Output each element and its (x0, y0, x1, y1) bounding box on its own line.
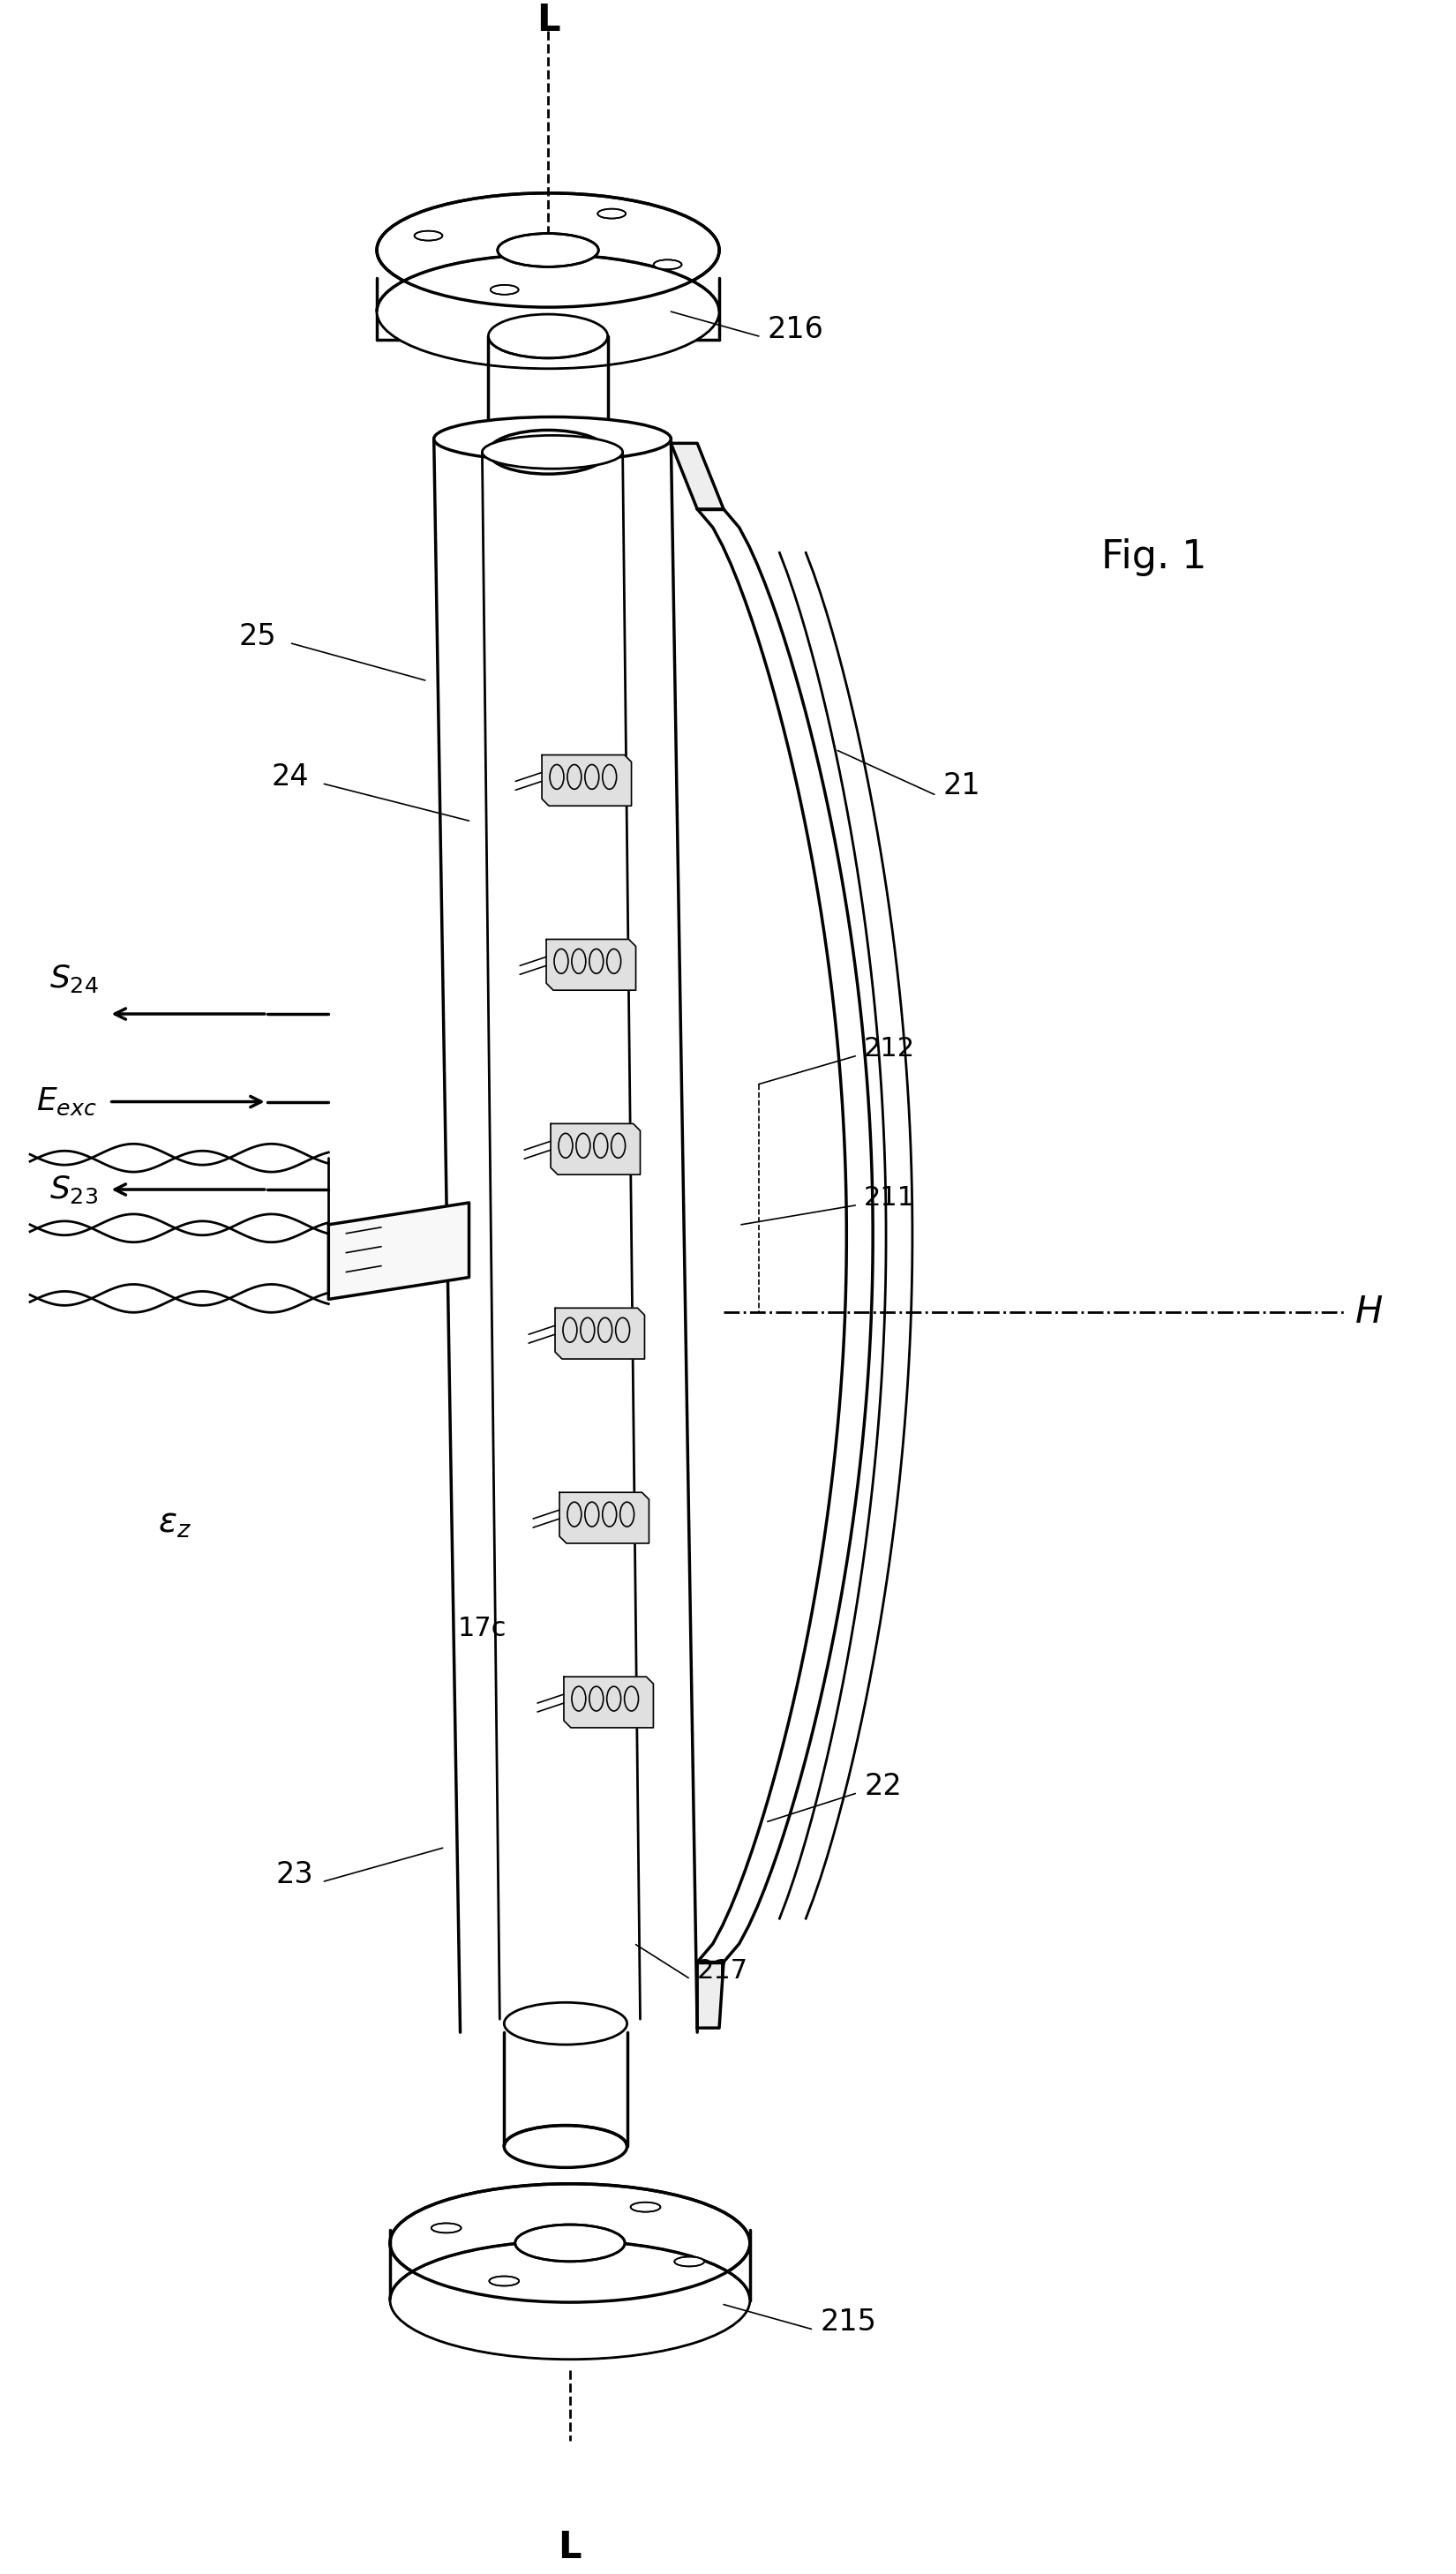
Ellipse shape (504, 2003, 628, 2044)
Text: 22: 22 (863, 1771, 901, 1802)
Ellipse shape (489, 2275, 518, 2286)
Ellipse shape (515, 2224, 625, 2263)
Ellipse shape (630, 2203, 661, 2211)
Polygon shape (671, 443, 724, 510)
Text: $\varepsilon_{z}$: $\varepsilon_{z}$ (159, 1506, 192, 1539)
Polygon shape (542, 754, 632, 806)
Text: L: L (558, 2530, 582, 2566)
Ellipse shape (415, 232, 443, 239)
Text: 23: 23 (275, 1861, 313, 1889)
Ellipse shape (674, 2257, 705, 2265)
Polygon shape (697, 1961, 724, 2028)
Text: 212: 212 (863, 1037, 916, 1063)
Polygon shape (550, 1125, 641, 1174)
Ellipse shape (377, 255, 719, 368)
Text: 215: 215 (820, 2306, 877, 2337)
Ellipse shape (434, 417, 671, 461)
Text: 21: 21 (943, 772, 981, 801)
Text: 211: 211 (863, 1187, 916, 1212)
Text: 217: 217 (697, 1959, 748, 1985)
Text: 216: 216 (767, 314, 824, 345)
Text: Fig. 1: Fig. 1 (1101, 538, 1207, 577)
Polygon shape (546, 940, 636, 991)
Ellipse shape (488, 430, 607, 474)
Ellipse shape (654, 260, 681, 270)
Text: 17c: 17c (457, 1616, 507, 1642)
Polygon shape (555, 1308, 645, 1359)
Polygon shape (329, 1202, 469, 1300)
Polygon shape (559, 1493, 649, 1544)
Ellipse shape (431, 2224, 462, 2232)
Ellipse shape (482, 435, 623, 468)
Ellipse shape (390, 2242, 750, 2360)
Ellipse shape (488, 314, 607, 358)
Text: $E_{exc}$: $E_{exc}$ (36, 1086, 98, 1117)
Ellipse shape (491, 286, 518, 293)
Ellipse shape (597, 208, 626, 219)
Text: 24: 24 (271, 762, 309, 790)
Text: $S_{23}$: $S_{23}$ (50, 1174, 98, 1205)
Text: L: L (536, 3, 559, 39)
Text: H: H (1356, 1295, 1383, 1331)
Text: 25: 25 (239, 623, 277, 651)
Ellipse shape (498, 234, 598, 268)
Polygon shape (563, 1676, 654, 1727)
Ellipse shape (377, 193, 719, 306)
Text: $S_{24}$: $S_{24}$ (50, 963, 99, 994)
Ellipse shape (504, 2126, 628, 2167)
Ellipse shape (390, 2183, 750, 2301)
